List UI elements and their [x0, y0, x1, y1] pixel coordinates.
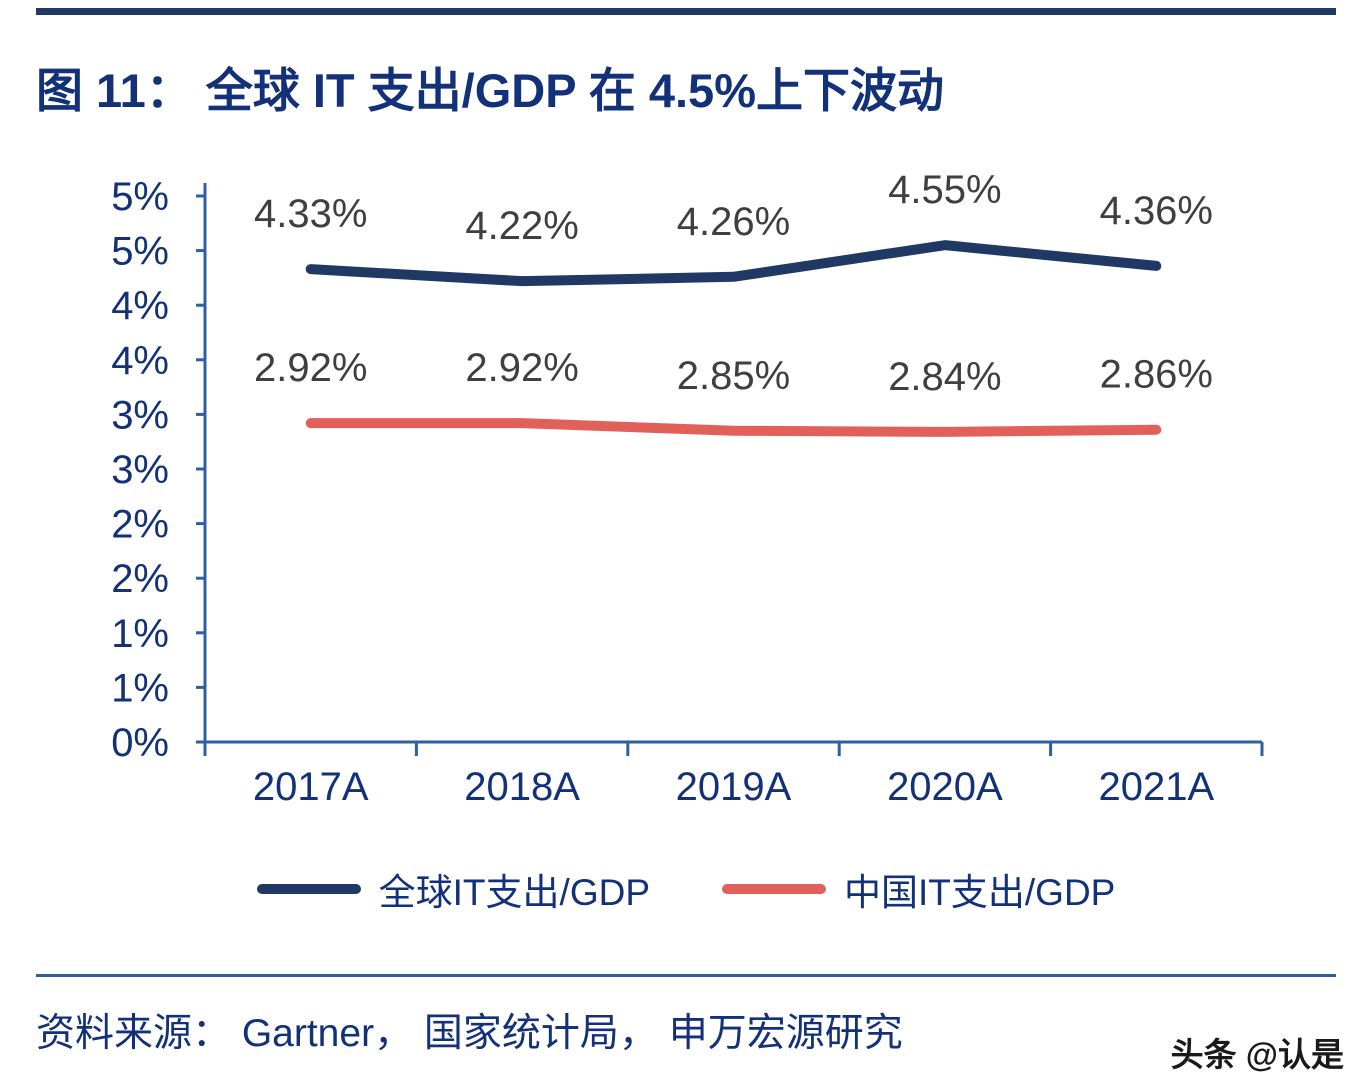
svg-text:4.55%: 4.55%	[888, 168, 1001, 212]
legend-line-swatch-china	[722, 884, 826, 894]
svg-text:4.26%: 4.26%	[677, 200, 790, 244]
chart-legend: 全球IT支出/GDP 中国IT支出/GDP	[0, 862, 1372, 916]
svg-text:3%: 3%	[111, 448, 169, 492]
source-divider	[36, 974, 1336, 977]
svg-text:2019A: 2019A	[676, 765, 792, 809]
source-note: 资料来源： Gartner， 国家统计局， 申万宏源研究	[36, 1012, 903, 1055]
svg-text:2021A: 2021A	[1098, 765, 1214, 809]
svg-text:4.36%: 4.36%	[1100, 189, 1213, 233]
figure-title: 图 11： 全球 IT 支出/GDP 在 4.5%上下波动	[36, 64, 944, 117]
svg-text:4%: 4%	[111, 284, 169, 328]
svg-text:4.33%: 4.33%	[254, 192, 367, 236]
legend-item-china: 中国IT支出/GDP	[722, 862, 1115, 916]
svg-text:2%: 2%	[111, 557, 169, 601]
svg-text:5%: 5%	[111, 175, 169, 219]
legend-item-global: 全球IT支出/GDP	[256, 862, 650, 916]
svg-text:2.92%: 2.92%	[254, 346, 367, 390]
svg-text:4%: 4%	[111, 339, 169, 383]
svg-text:3%: 3%	[111, 393, 169, 437]
svg-text:2.84%: 2.84%	[888, 355, 1001, 399]
svg-text:2.86%: 2.86%	[1100, 353, 1213, 397]
legend-line-swatch-global	[256, 884, 361, 894]
legend-label-global: 全球IT支出/GDP	[378, 872, 650, 913]
svg-text:1%: 1%	[111, 612, 169, 656]
svg-text:2%: 2%	[111, 503, 169, 547]
svg-text:2017A: 2017A	[253, 765, 369, 809]
svg-text:0%: 0%	[111, 721, 169, 765]
line-chart: 5% 5% 4% 4% 3% 3% 2% 2% 1% 1% 0% 2017A 2018A 2019A 202…	[111, 168, 1264, 809]
svg-text:2020A: 2020A	[887, 765, 1003, 809]
svg-text:2.92%: 2.92%	[465, 346, 578, 390]
svg-text:5%: 5%	[111, 230, 169, 274]
legend-label-china: 中国IT支出/GDP	[844, 872, 1116, 913]
svg-text:4.22%: 4.22%	[465, 204, 578, 248]
svg-text:2018A: 2018A	[464, 765, 580, 809]
svg-text:2.85%: 2.85%	[677, 354, 790, 398]
top-divider	[36, 8, 1336, 15]
watermark: 头条 @认是	[1170, 1036, 1344, 1073]
svg-text:1%: 1%	[111, 666, 169, 710]
